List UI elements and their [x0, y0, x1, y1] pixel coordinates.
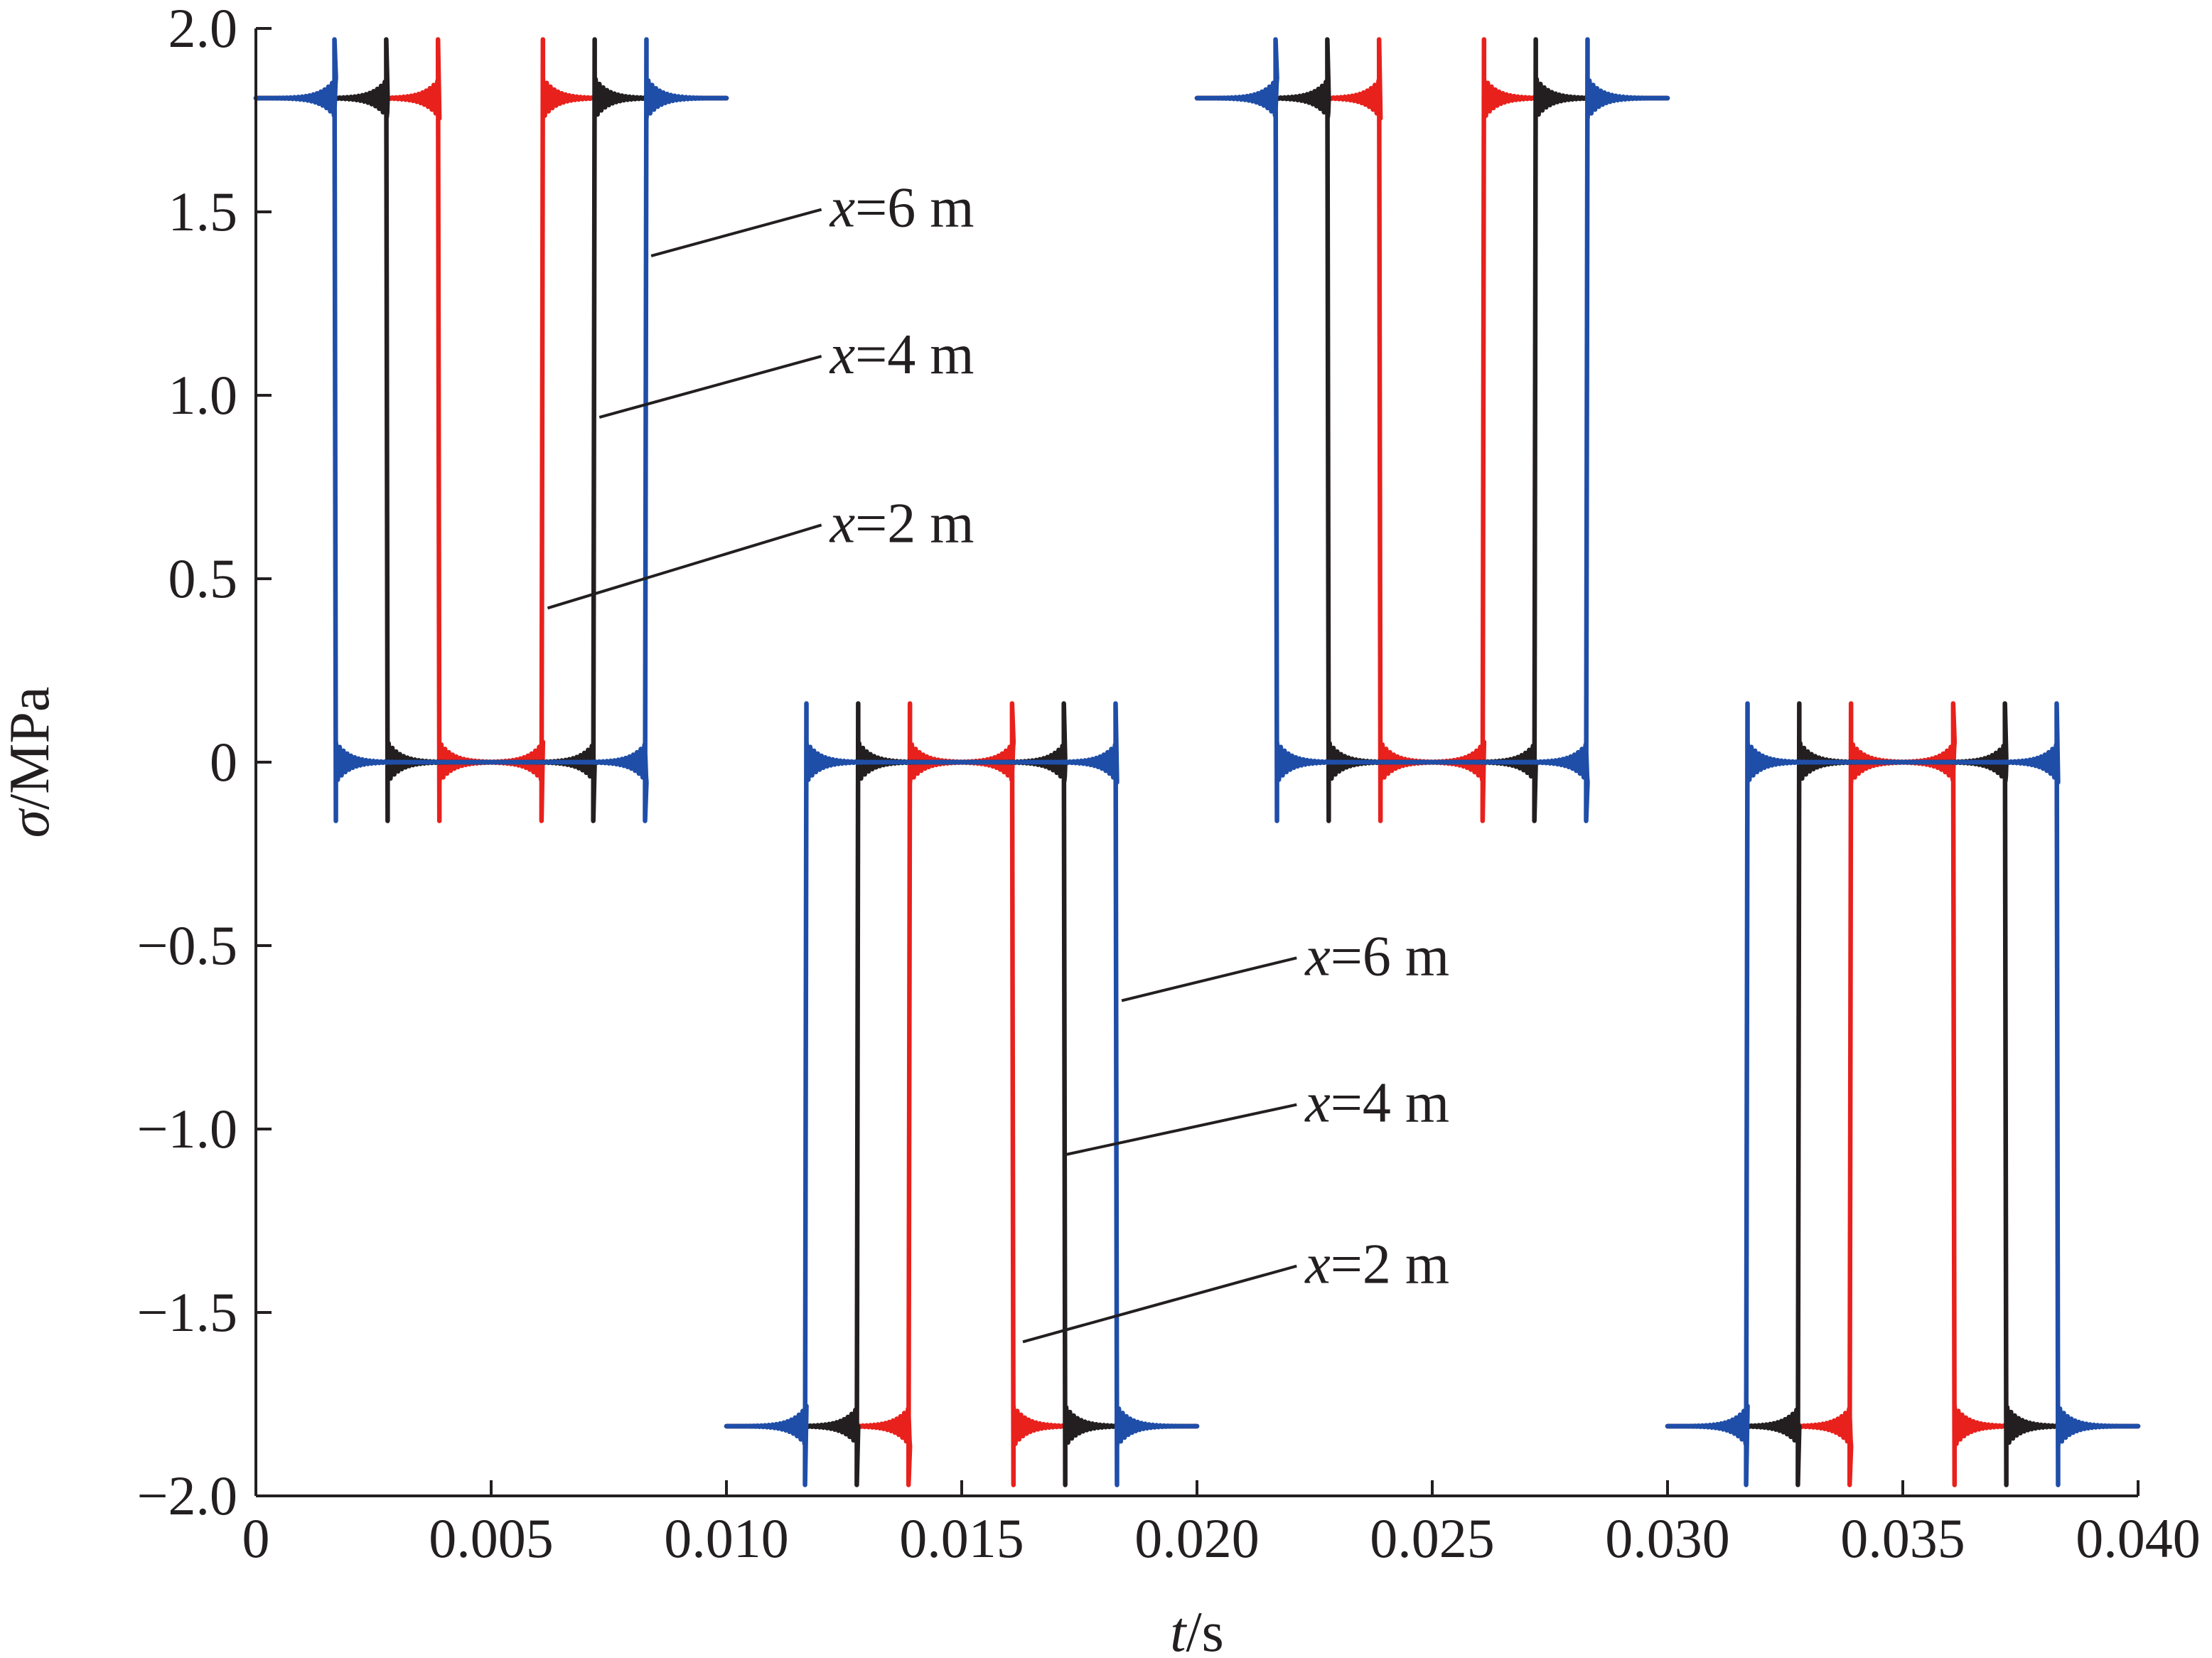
y-tick-label: 0: [210, 731, 237, 793]
x-tick-label: 0.025: [1370, 1507, 1495, 1569]
annotation-text: =4 m: [855, 323, 974, 386]
x-tick-label: 0.005: [429, 1507, 554, 1569]
annotation-text: =2 m: [1331, 1234, 1449, 1296]
x-tick-label: 0.015: [899, 1507, 1024, 1569]
y-axis-var: σ: [0, 808, 61, 838]
series-segment: [253, 37, 729, 823]
series-segment: [1194, 37, 1670, 823]
annotation-leader: [598, 355, 822, 419]
x-axis-unit: /s: [1186, 1601, 1223, 1658]
x-tick-label: 0.040: [2076, 1507, 2201, 1569]
annotation-var: x: [1304, 925, 1331, 988]
x-tick-label: 0.035: [1840, 1507, 1965, 1569]
series-segment: [724, 701, 1200, 1487]
y-axis-title: σ/MPa: [0, 687, 61, 838]
series-segment: [253, 37, 729, 823]
annotation-text: =6 m: [1331, 925, 1449, 988]
series-segment: [253, 37, 729, 823]
annotation-text: =4 m: [1331, 1072, 1449, 1135]
annotation-label: x=4 m: [830, 323, 975, 386]
annotation-text: =6 m: [855, 177, 974, 240]
x-axis-title: t/s: [1170, 1601, 1224, 1658]
y-ticks: 2.0 1.5 1.0 0.5 0 −0.5 −1.0 −1.5 −2.0: [137, 0, 272, 1526]
y-tick-label: −1.5: [137, 1281, 238, 1343]
x-axis-var: t: [1170, 1601, 1187, 1658]
y-tick-label: 0.5: [168, 547, 238, 609]
y-tick-label: −2.0: [137, 1465, 238, 1526]
annotation-leader: [1022, 1264, 1297, 1344]
x-tick-label: 0: [242, 1507, 270, 1569]
series-segment: [1665, 701, 2141, 1487]
annotation-label: x=6 m: [830, 177, 975, 240]
series-segment: [1665, 701, 2141, 1487]
annotation-label: x=2 m: [830, 492, 975, 555]
x-tick-label: 0.010: [664, 1507, 789, 1569]
y-tick-label: 1.5: [168, 181, 238, 242]
annotation-leader: [650, 208, 822, 257]
y-tick-label: 1.0: [168, 364, 238, 426]
series-x-6-m: [253, 37, 2141, 1487]
series-segment: [724, 701, 1200, 1487]
series-segment: [1665, 701, 2141, 1487]
annotation-leader: [1121, 956, 1297, 1002]
annotation-var: x: [1304, 1072, 1331, 1135]
x-ticks: 0 0.005 0.010 0.015 0.020 0.025 0.030 0.035 0.04…: [242, 1480, 2201, 1569]
y-tick-label: −0.5: [137, 914, 238, 976]
annotation-label: x=4 m: [1304, 1072, 1449, 1135]
x-tick-label: 0.020: [1134, 1507, 1260, 1569]
y-tick-label: −1.0: [137, 1098, 238, 1160]
series-layer: [253, 37, 2141, 1487]
x-tick-label: 0.030: [1605, 1507, 1730, 1569]
series-segment: [724, 701, 1200, 1487]
annotation-var: x: [830, 323, 856, 386]
series-segment: [1194, 37, 1670, 823]
series-segment: [1194, 37, 1670, 823]
annotation-leader: [1065, 1103, 1297, 1157]
annotation-label: x=6 m: [1304, 925, 1449, 988]
annotations: x=6 mx=4 mx=2 mx=6 mx=4 mx=2 m: [547, 177, 1449, 1344]
annotation-text: =2 m: [855, 492, 974, 555]
annotation-var: x: [830, 492, 856, 555]
annotation-var: x: [830, 177, 856, 240]
y-tick-label: 2.0: [168, 0, 238, 59]
y-axis-unit: /MPa: [0, 687, 61, 810]
annotation-label: x=2 m: [1304, 1234, 1449, 1296]
annotation-var: x: [1304, 1234, 1331, 1296]
annotation-leader: [547, 523, 822, 610]
